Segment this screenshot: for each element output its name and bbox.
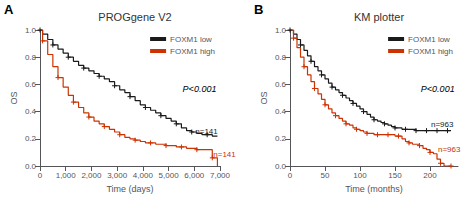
svg-text:n=141: n=141 xyxy=(195,127,218,136)
svg-text:1.0: 1.0 xyxy=(275,26,287,35)
svg-text:3,000: 3,000 xyxy=(107,171,128,180)
svg-text:0.6: 0.6 xyxy=(25,80,37,89)
svg-text:6,000: 6,000 xyxy=(184,171,205,180)
svg-text:7,000: 7,000 xyxy=(210,171,231,180)
svg-text:0.2: 0.2 xyxy=(25,134,37,143)
svg-text:0.4: 0.4 xyxy=(275,107,287,116)
svg-text:0.0: 0.0 xyxy=(275,162,287,171)
svg-text:1.0: 1.0 xyxy=(25,26,37,35)
svg-text:PROGgene V2: PROGgene V2 xyxy=(98,11,171,23)
svg-text:A: A xyxy=(4,2,14,17)
svg-text:OS: OS xyxy=(9,91,19,104)
svg-text:FOXM1 high: FOXM1 high xyxy=(170,47,215,56)
svg-text:5,000: 5,000 xyxy=(159,171,180,180)
svg-text:1,000: 1,000 xyxy=(56,171,77,180)
svg-text:KM plotter: KM plotter xyxy=(354,11,404,23)
svg-text:0.8: 0.8 xyxy=(25,53,37,62)
svg-text:0: 0 xyxy=(38,171,43,180)
svg-text:P<0.001: P<0.001 xyxy=(183,84,217,94)
svg-text:FOXM1 high: FOXM1 high xyxy=(408,47,453,56)
svg-text:100: 100 xyxy=(353,171,367,180)
svg-text:0.6: 0.6 xyxy=(275,80,287,89)
svg-text:P<0.001: P<0.001 xyxy=(421,84,455,94)
svg-text:B: B xyxy=(254,2,263,17)
svg-text:0: 0 xyxy=(288,171,293,180)
svg-text:50: 50 xyxy=(321,171,330,180)
svg-text:0.8: 0.8 xyxy=(275,53,287,62)
svg-text:FOXM1 low: FOXM1 low xyxy=(408,35,450,44)
svg-text:Time (days): Time (days) xyxy=(106,184,153,194)
svg-text:OS: OS xyxy=(259,91,269,104)
svg-text:n=963: n=963 xyxy=(431,120,454,129)
svg-text:4,000: 4,000 xyxy=(133,171,154,180)
svg-text:0.0: 0.0 xyxy=(25,162,37,171)
svg-text:2,000: 2,000 xyxy=(81,171,102,180)
svg-text:200: 200 xyxy=(423,171,437,180)
svg-text:FOXM1 low: FOXM1 low xyxy=(170,35,212,44)
svg-text:150: 150 xyxy=(388,171,402,180)
svg-text:0.2: 0.2 xyxy=(275,134,287,143)
svg-text:0.4: 0.4 xyxy=(25,107,37,116)
svg-text:Time (months): Time (months) xyxy=(345,184,403,194)
svg-text:n=141: n=141 xyxy=(213,150,236,159)
svg-text:n=963: n=963 xyxy=(438,145,461,154)
